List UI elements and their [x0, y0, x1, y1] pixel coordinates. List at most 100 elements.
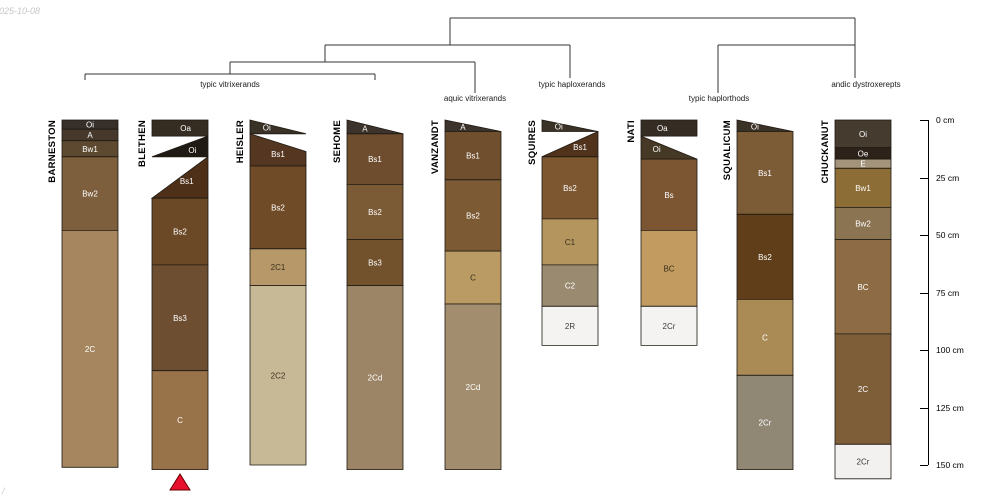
horizon-label: 2Cd: [466, 383, 481, 392]
horizon-2cd: [346, 285, 404, 471]
depth-tick-label: 125 cm: [936, 402, 964, 413]
profile-column-chuckanut: Oi Oe E Bw1 Bw2 BC 2C 2Cr: [834, 119, 892, 480]
horizon-label: Oi: [653, 145, 661, 154]
horizon-oi: [541, 119, 599, 132]
depth-tick-label: 25 cm: [936, 172, 960, 183]
taxon-group-label: typic vitrixerands: [200, 80, 260, 89]
depth-tick: [920, 407, 928, 409]
horizon-label: Bs2: [368, 208, 382, 217]
horizon-label: Bw2: [82, 190, 98, 199]
profile-column-sehome: A Bs1 Bs2 Bs3 2Cd: [346, 119, 404, 471]
profile-column-vanzandt: A Bs1 Bs2 C 2Cd: [444, 119, 502, 471]
horizon-label: Bw1: [855, 184, 871, 193]
depth-tick: [920, 235, 928, 236]
horizon-label: C: [177, 416, 183, 425]
horizon-bs1: [541, 130, 599, 158]
horizon-label: Bs1: [368, 155, 382, 164]
horizon-label: Bs1: [271, 150, 285, 159]
horizon-label: Bs3: [173, 314, 187, 323]
horizon-label: 2R: [565, 322, 575, 331]
marker-triangle-icon: [169, 473, 191, 491]
horizon-label: C: [762, 333, 768, 342]
dendrogram: [84, 17, 856, 93]
horizon-oa: [640, 119, 698, 137]
horizon-label: 2C1: [271, 263, 286, 272]
horizon-label: Oe: [858, 149, 869, 158]
profile-name-squalicum: SQUALICUM: [722, 120, 733, 181]
horizon-2cr: [834, 443, 892, 480]
horizon-label: Oi: [188, 146, 196, 155]
horizon-label: C2: [565, 282, 576, 291]
profile-column-heisler: Oi Bs1 Bs2 2C1 2C2: [249, 119, 307, 466]
depth-tick: [920, 292, 928, 294]
depth-tick-label: 0 cm: [936, 115, 955, 125]
horizon-label: Bs: [664, 191, 673, 200]
horizon-label: C1: [565, 238, 576, 247]
horizon-2r: [541, 305, 599, 346]
horizon-label: Oi: [263, 124, 271, 133]
horizon-label: Bs2: [758, 253, 772, 262]
profile-name-sehome: SEHOME: [332, 120, 343, 163]
horizon-label: Bs3: [368, 259, 382, 268]
horizon-c: [151, 370, 209, 471]
corner-mark: /: [2, 486, 5, 496]
profile-name-nati: NATI: [626, 120, 637, 143]
horizon-label: Bs1: [180, 177, 194, 186]
horizon-label: BC: [663, 264, 674, 273]
profile-column-squalicum: Oi Bs1 Bs2 C 2Cr: [736, 119, 794, 471]
horizon-label: Bw2: [855, 220, 871, 229]
horizon-label: 2Cd: [368, 374, 383, 383]
horizon-label: Oi: [555, 122, 563, 131]
horizon-2c2: [249, 285, 307, 466]
horizon-oi: [249, 119, 307, 135]
horizon-2c: [61, 230, 119, 468]
profile-name-chuckanut: CHUCKANUT: [820, 120, 831, 184]
depth-axis-line: [928, 120, 929, 465]
horizon-label: Oa: [657, 124, 668, 133]
horizon-oi: [640, 135, 698, 160]
depth-tick-label: 50 cm: [936, 230, 960, 240]
horizon-label: 2C: [858, 385, 868, 394]
profile-column-nati: Oa Oi Bs BC 2Cr: [640, 119, 698, 346]
depth-tick: [920, 120, 928, 121]
profile-name-heisler: HEISLER: [235, 120, 246, 164]
horizon-label: Bs2: [466, 211, 480, 220]
profile-name-squires: SQUIRES: [527, 120, 538, 165]
horizon-label: Bs2: [563, 184, 577, 193]
profile-name-barneston: BARNESTON: [47, 120, 58, 183]
horizon-label: E: [860, 160, 865, 169]
horizon-label: Oi: [859, 130, 867, 139]
taxon-group-label: aquic vitrixerands: [443, 94, 507, 103]
horizon-label: C: [470, 274, 476, 283]
depth-tick: [920, 177, 928, 179]
horizon-label: 2C2: [271, 371, 286, 380]
horizon-label: Bs2: [271, 203, 285, 212]
horizon-label: 2Cr: [857, 458, 870, 467]
horizon-label: 2Cr: [759, 418, 772, 427]
profile-column-squires: Oi Bs1 Bs2 C1 C2 2R: [541, 119, 599, 346]
taxon-group-label: andic dystroxerepts: [831, 80, 901, 89]
horizon-label: A: [362, 124, 368, 133]
horizon-label: 2C: [85, 345, 95, 354]
horizon-label: Oi: [751, 122, 759, 131]
horizon-label: Bs1: [466, 152, 480, 161]
horizon-label: Bs1: [758, 169, 772, 178]
date-watermark: 2025-10-08: [0, 6, 41, 16]
profile-name-blethen: BLETHEN: [137, 120, 148, 167]
horizon-a: [444, 119, 502, 132]
horizon-label: A: [87, 131, 93, 140]
horizon-label: Oi: [86, 121, 94, 130]
horizon-label: 2Cr: [663, 322, 676, 331]
depth-tick-label: 150 cm: [936, 460, 964, 470]
horizon-2cr: [640, 305, 698, 346]
profile-name-vanzandt: VANZANDT: [430, 120, 441, 174]
horizon-oi: [151, 135, 209, 158]
profile-column-barneston: OiA Bw1 Bw2 2C: [61, 119, 119, 468]
horizon-2cd: [444, 303, 502, 471]
horizon-label: BC: [857, 283, 868, 292]
horizon-label: A: [460, 123, 466, 132]
horizon-label: Oa: [180, 124, 191, 133]
horizon-label: Bs2: [173, 228, 187, 237]
taxon-group-label: typic haplorthods: [688, 94, 750, 103]
